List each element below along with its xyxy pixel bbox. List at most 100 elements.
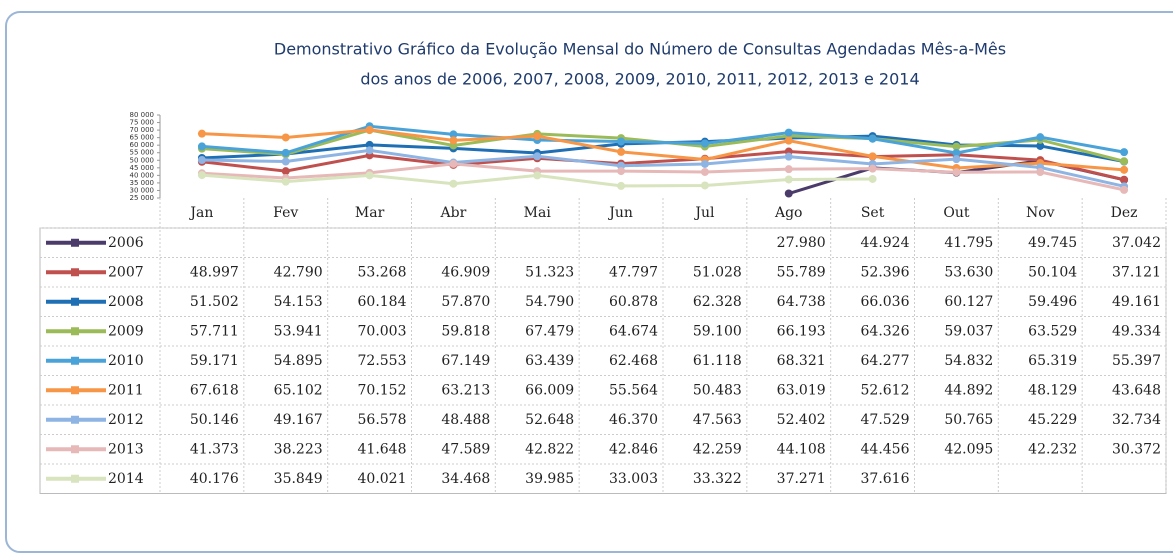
legend-label: 2011 (108, 382, 144, 398)
table-cell: 59.100 (693, 323, 742, 339)
table-cell: 50.146 (190, 412, 239, 428)
table-cell: 37.121 (1112, 264, 1161, 280)
y-tick-label: 35 000 (130, 179, 155, 187)
legend-label: 2007 (108, 264, 144, 280)
point (868, 152, 877, 161)
table-cell: 53.941 (274, 323, 323, 339)
x-tick-label: Abr (440, 205, 467, 221)
point (1120, 165, 1129, 174)
table-cell: 38.223 (274, 441, 323, 457)
table-cell: 44.892 (944, 382, 993, 398)
table-cell: 59.496 (1028, 294, 1077, 310)
point (197, 129, 206, 138)
y-tick-label: 60 000 (130, 141, 155, 149)
table-cell: 37.042 (1112, 235, 1161, 251)
table-cell: 33.003 (609, 471, 658, 487)
table-cell: 62.468 (609, 353, 658, 369)
table-cell: 59.037 (944, 323, 993, 339)
point (617, 167, 626, 176)
point (784, 189, 793, 198)
legend-marker (71, 415, 79, 424)
x-tick-label: Out (943, 205, 969, 221)
table-cell: 42.790 (274, 264, 323, 280)
table-cell: 52.612 (861, 382, 910, 398)
table-cell: 64.277 (861, 353, 910, 369)
table-cell: 63.213 (441, 382, 490, 398)
chart-title: Demonstrativo Gráfico da Evolução Mensal… (274, 40, 1006, 59)
table-cell: 53.630 (944, 264, 993, 280)
x-tick-label: Mai (524, 205, 552, 221)
table-cell: 42.232 (1028, 441, 1077, 457)
point (449, 136, 458, 145)
point (868, 174, 877, 183)
point (197, 156, 206, 165)
table-cell: 41.648 (358, 441, 407, 457)
table-cell: 54.790 (525, 294, 574, 310)
point (784, 136, 793, 145)
table-cell: 39.985 (525, 471, 574, 487)
point (952, 142, 961, 151)
table-cell: 57.870 (441, 294, 490, 310)
table-cell: 46.909 (441, 264, 490, 280)
legend-label: 2012 (108, 412, 144, 428)
y-tick-label: 30 000 (130, 186, 155, 194)
point (533, 132, 542, 141)
table-cell: 48.997 (190, 264, 239, 280)
table-cell: 42.822 (525, 441, 574, 457)
table-cell: 50.765 (944, 412, 993, 428)
table-cell: 59.171 (190, 353, 239, 369)
table-cell: 46.370 (609, 412, 658, 428)
table-cell: 60.127 (944, 294, 993, 310)
table-cell: 54.832 (944, 353, 993, 369)
point (700, 181, 709, 190)
legend-marker (71, 445, 79, 454)
table-cell: 41.795 (944, 235, 993, 251)
point (449, 159, 458, 168)
point (281, 177, 290, 186)
table-cell: 63.019 (777, 382, 826, 398)
table-cell: 67.618 (190, 382, 239, 398)
x-tick-label: Jul (693, 205, 715, 221)
table-cell: 54.895 (274, 353, 323, 369)
legend-marker (71, 474, 79, 483)
x-tick-label: Fev (273, 205, 298, 221)
table-cell: 49.745 (1028, 235, 1077, 251)
table-cell: 54.153 (274, 294, 323, 310)
table-border (39, 227, 1167, 494)
table-cell: 67.149 (441, 353, 490, 369)
table-cell: 55.789 (777, 264, 826, 280)
table-cell: 59.818 (441, 323, 490, 339)
table-cell: 40.021 (358, 471, 407, 487)
table-cell: 32.734 (1112, 412, 1161, 428)
point (533, 152, 542, 161)
table-cell: 50.104 (1028, 264, 1077, 280)
point (868, 134, 877, 143)
point (700, 167, 709, 176)
table-cell: 40.176 (190, 471, 239, 487)
table-cell: 34.468 (441, 471, 490, 487)
legend-marker (71, 268, 79, 277)
point (365, 146, 374, 155)
table-cell: 56.578 (358, 412, 407, 428)
table-cell: 30.372 (1112, 441, 1161, 457)
point (784, 152, 793, 161)
point (449, 130, 458, 139)
y-tick-label: 80 000 (130, 111, 155, 119)
table-cell: 53.268 (358, 264, 407, 280)
table-cell: 49.334 (1112, 323, 1161, 339)
table-cell: 51.502 (190, 294, 239, 310)
table-cell: 47.529 (861, 412, 910, 428)
table-cell: 33.322 (693, 471, 742, 487)
table-cell: 27.980 (777, 235, 826, 251)
y-tick-label: 50 000 (130, 156, 155, 164)
table-cell: 64.738 (777, 294, 826, 310)
legend-marker (71, 238, 79, 247)
table-cell: 60.184 (358, 294, 407, 310)
x-tick-label: Ago (774, 205, 803, 221)
legend-marker (71, 327, 79, 336)
x-tick-label: Jun (607, 205, 633, 221)
table-cell: 63.439 (525, 353, 574, 369)
series-line (201, 128, 1125, 172)
table-cell: 64.674 (609, 323, 658, 339)
